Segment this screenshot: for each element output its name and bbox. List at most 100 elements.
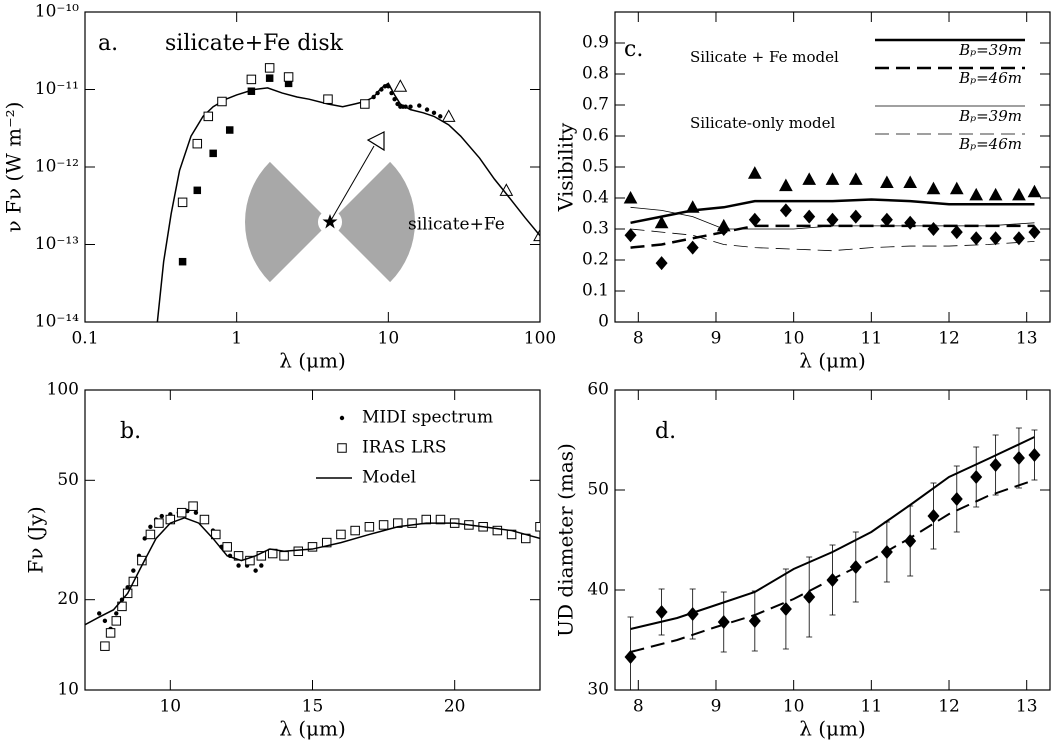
data-point (265, 74, 274, 82)
data-point (209, 149, 217, 158)
series-line (630, 206, 1035, 230)
legend-label: Bₚ=46m (958, 135, 1022, 153)
data-point (323, 94, 333, 104)
panel-label: a. (98, 31, 118, 56)
panel-label: c. (624, 37, 643, 62)
data-point (803, 209, 816, 224)
y-tick-label: 10⁻¹³ (35, 234, 79, 254)
data-point (623, 190, 638, 204)
legend-label: Bₚ=39m (958, 107, 1022, 125)
disk-wedge (338, 161, 415, 283)
x-tick-label: 9 (711, 697, 722, 717)
data-point (441, 109, 456, 122)
data-point (950, 492, 963, 506)
data-point (492, 525, 503, 536)
x-tick-label: 100 (524, 329, 556, 349)
data-point (111, 616, 122, 626)
x-tick-label: 12 (938, 329, 960, 349)
data-point (403, 104, 408, 109)
data-point (748, 212, 761, 227)
data-point (188, 501, 198, 511)
data-point (378, 520, 389, 530)
data-point (969, 187, 984, 201)
data-point (177, 197, 188, 208)
y-tick-label: 10⁻¹¹ (35, 79, 79, 99)
data-point (321, 537, 332, 548)
x-axis-title: λ (μm) (799, 349, 866, 373)
x-axis-title: λ (μm) (799, 717, 866, 741)
panel-label: b. (120, 419, 141, 444)
data-point (779, 602, 792, 616)
data-point (100, 641, 110, 651)
y-tick-label: 30 (587, 680, 609, 700)
y-tick-label: 0.3 (582, 219, 609, 239)
y-tick-label: 40 (587, 580, 609, 600)
legend-label: MIDI spectrum (362, 408, 493, 428)
data-point (903, 175, 918, 188)
data-point (264, 63, 275, 73)
data-point (848, 172, 863, 185)
y-tick-label: 0.9 (582, 33, 609, 53)
plot-frame (84, 11, 541, 323)
x-tick-label: 10 (783, 697, 805, 717)
line-of-sight (329, 145, 375, 223)
data-point (393, 79, 408, 92)
x-tick-label: 10 (159, 697, 181, 717)
data-point (1012, 187, 1026, 201)
data-point (826, 212, 839, 227)
data-point (779, 178, 793, 192)
data-point (211, 529, 221, 540)
y-tick-label: 0.2 (582, 250, 609, 270)
data-point (803, 590, 816, 604)
data-point (1028, 225, 1041, 240)
legend-group-label: Silicate-only model (690, 114, 835, 132)
data-point (880, 212, 893, 227)
data-point (245, 555, 255, 566)
x-tick-label: 10 (378, 329, 400, 349)
y-tick-label: 100 (47, 380, 79, 400)
data-point (927, 222, 940, 236)
x-tick-label: 0.1 (71, 329, 98, 349)
y-tick-label: 0.6 (582, 126, 609, 146)
data-point (382, 84, 388, 89)
y-tick-label: 20 (57, 589, 79, 609)
data-point (533, 228, 540, 242)
series-line (630, 479, 1035, 653)
x-tick-label: 13 (1016, 329, 1038, 349)
series-line (630, 198, 1035, 225)
plot-area (156, 63, 540, 322)
data-point (379, 87, 384, 92)
data-point (246, 74, 257, 85)
data-point (989, 458, 1002, 472)
y-tick-label: 50 (587, 480, 609, 500)
disk-wedge (245, 161, 322, 283)
data-point (176, 507, 187, 518)
data-point (293, 546, 304, 557)
y-tick-label: 0 (598, 312, 609, 332)
data-point (371, 94, 376, 100)
x-tick-label: 10 (783, 329, 805, 349)
x-tick-label: 20 (444, 697, 466, 717)
data-point (535, 522, 540, 532)
data-point (105, 628, 116, 638)
data-point (904, 534, 917, 548)
data-point (117, 601, 127, 612)
y-axis-title: Visibility (554, 122, 578, 212)
data-point (199, 514, 210, 525)
data-point (225, 126, 234, 134)
series-line (630, 228, 1035, 252)
data-point (926, 181, 941, 195)
data-point (392, 96, 397, 102)
legend-group-label: Silicate + Fe model (690, 48, 839, 66)
data-point (259, 563, 264, 568)
disk-sketch (245, 131, 415, 283)
x-tick-label: 13 (1016, 697, 1038, 717)
series-line (85, 516, 540, 626)
series-line (156, 82, 540, 322)
legend-label: IRAS LRS (362, 438, 447, 458)
star (322, 214, 338, 229)
data-point (222, 542, 232, 552)
data-point (747, 166, 762, 179)
data-point (970, 231, 983, 246)
